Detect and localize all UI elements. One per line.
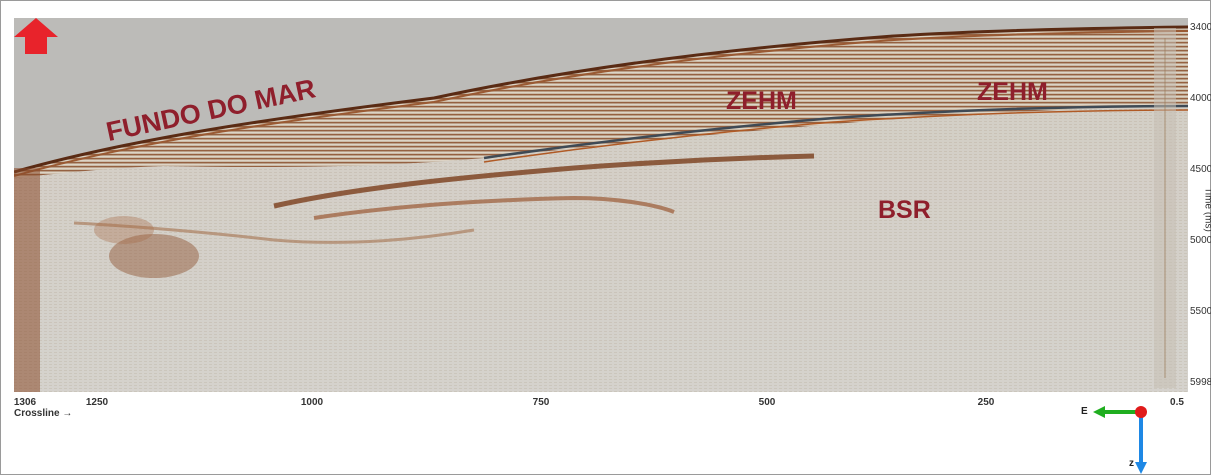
arrow-up-icon: [14, 18, 58, 54]
y-tick-label: 3400: [1190, 22, 1211, 33]
z-axis-label: z: [1129, 458, 1134, 469]
x-tick-label: 1250: [86, 397, 108, 408]
x-tick-label: 250: [978, 397, 995, 408]
y-axis-title: Time (ms): [1203, 180, 1211, 240]
x-tick-label: 500: [759, 397, 776, 408]
x-axis-title: Crossline →: [14, 408, 72, 419]
y-tick-label: 5500: [1190, 306, 1211, 317]
x-tick-label: 1306: [14, 397, 36, 408]
bsr-annotation: BSR: [878, 196, 931, 225]
orientation-widget[interactable]: E z: [1081, 396, 1191, 476]
y-tick-label: 4000: [1190, 93, 1211, 104]
x-tick-label: 750: [533, 397, 550, 408]
y-tick-label: 5998: [1190, 377, 1211, 388]
y-tick-label: 4500: [1190, 164, 1211, 175]
seismic-section[interactable]: FUNDO DO MAR ZEHM ZEHM BSR: [14, 18, 1188, 392]
x-tick-label: 1000: [301, 397, 323, 408]
zehm-annotation-right: ZEHM: [977, 78, 1048, 107]
seismic-image: [14, 18, 1188, 392]
axes-gizmo-icon: [1081, 396, 1191, 476]
zehm-annotation-left: ZEHM: [726, 87, 797, 116]
